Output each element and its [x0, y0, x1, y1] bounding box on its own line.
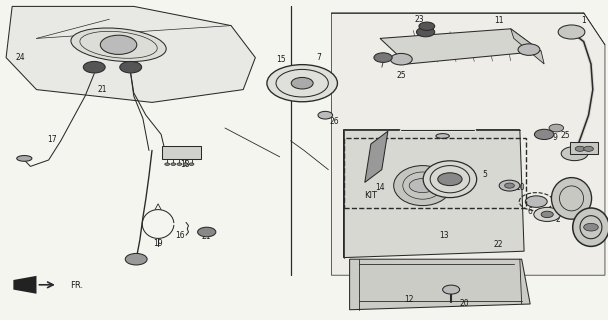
Circle shape	[558, 25, 585, 39]
Circle shape	[125, 253, 147, 265]
Circle shape	[100, 35, 137, 54]
Text: 21: 21	[202, 232, 212, 241]
Circle shape	[291, 77, 313, 89]
Circle shape	[584, 223, 598, 231]
Polygon shape	[365, 131, 388, 182]
Circle shape	[518, 44, 540, 55]
Ellipse shape	[436, 134, 449, 138]
Text: 15: 15	[276, 55, 286, 64]
Circle shape	[549, 124, 564, 132]
Text: 2: 2	[556, 215, 561, 224]
Ellipse shape	[71, 28, 166, 62]
Text: 3: 3	[580, 202, 585, 211]
Circle shape	[267, 65, 337, 102]
Bar	[344, 138, 526, 208]
Text: 23: 23	[415, 15, 424, 24]
Circle shape	[390, 53, 412, 65]
Circle shape	[374, 53, 392, 62]
Polygon shape	[331, 13, 605, 275]
Text: 6: 6	[528, 207, 533, 216]
Circle shape	[318, 111, 333, 119]
Text: 25: 25	[396, 71, 406, 80]
Text: 4: 4	[368, 151, 373, 160]
Circle shape	[189, 163, 194, 165]
Text: KIT: KIT	[364, 191, 378, 200]
Text: 13: 13	[439, 231, 449, 240]
Text: 22: 22	[494, 240, 503, 249]
Polygon shape	[6, 6, 255, 102]
Text: 14: 14	[375, 183, 385, 192]
Circle shape	[443, 285, 460, 294]
Circle shape	[541, 211, 553, 218]
Circle shape	[561, 147, 588, 161]
Circle shape	[171, 163, 176, 165]
Ellipse shape	[423, 161, 477, 197]
Text: 25: 25	[561, 132, 570, 140]
Circle shape	[419, 22, 435, 30]
Polygon shape	[344, 130, 524, 258]
Circle shape	[505, 183, 514, 188]
Circle shape	[183, 163, 188, 165]
Text: 1: 1	[581, 16, 586, 25]
Circle shape	[416, 27, 435, 37]
Text: 24: 24	[16, 53, 26, 62]
Text: 9: 9	[552, 133, 557, 142]
Text: 11: 11	[494, 16, 503, 25]
Circle shape	[120, 61, 142, 73]
Polygon shape	[511, 29, 544, 64]
Ellipse shape	[573, 208, 608, 246]
Circle shape	[525, 196, 547, 207]
Text: 18: 18	[181, 160, 190, 169]
Text: FR.: FR.	[70, 281, 83, 290]
Circle shape	[177, 163, 182, 165]
Text: 16: 16	[175, 231, 185, 240]
Text: 21: 21	[97, 85, 107, 94]
FancyBboxPatch shape	[162, 146, 201, 159]
Text: 20: 20	[460, 300, 469, 308]
Circle shape	[83, 61, 105, 73]
Polygon shape	[350, 259, 530, 310]
Circle shape	[499, 180, 520, 191]
Text: 8: 8	[593, 236, 598, 244]
Ellipse shape	[393, 166, 451, 205]
Circle shape	[165, 163, 170, 165]
FancyBboxPatch shape	[570, 142, 598, 154]
Text: 17: 17	[47, 135, 57, 144]
Text: 7: 7	[316, 53, 321, 62]
Circle shape	[198, 227, 216, 237]
Text: 19: 19	[153, 239, 163, 248]
Ellipse shape	[551, 178, 592, 219]
Text: 5: 5	[483, 170, 488, 179]
Circle shape	[575, 146, 585, 151]
Ellipse shape	[16, 156, 32, 161]
Polygon shape	[380, 29, 541, 64]
Circle shape	[534, 207, 561, 221]
Text: 12: 12	[404, 295, 413, 304]
Text: 26: 26	[330, 117, 339, 126]
Text: 10: 10	[516, 183, 525, 192]
Polygon shape	[13, 276, 36, 294]
Circle shape	[409, 179, 436, 193]
Circle shape	[438, 173, 462, 186]
Circle shape	[584, 146, 593, 151]
Circle shape	[534, 129, 554, 140]
